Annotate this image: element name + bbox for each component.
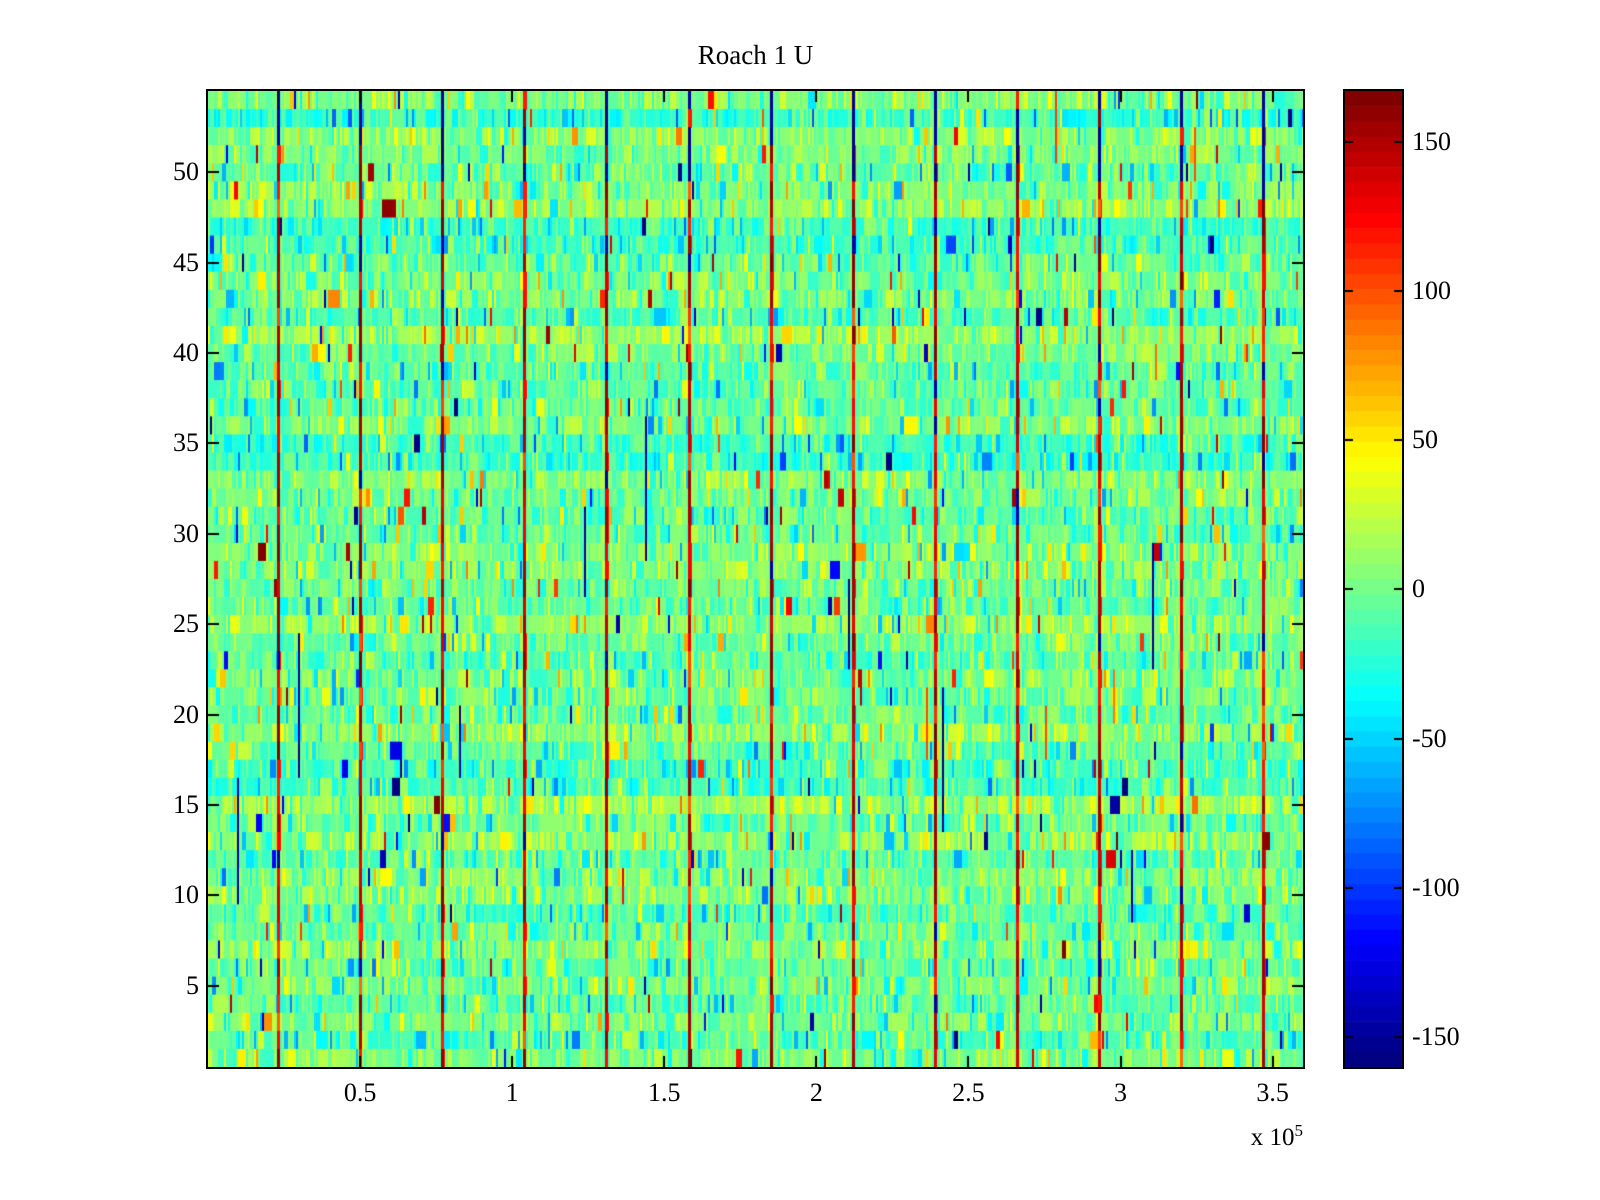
- colorbar-tick-label: 100: [1412, 275, 1451, 305]
- x-tick-label: 2.5: [952, 1078, 985, 1107]
- y-tick-label: 30: [173, 518, 199, 548]
- x-tick-label: 2: [809, 1078, 823, 1107]
- y-tick-label: 45: [173, 247, 199, 277]
- x-tick-label: 1: [505, 1078, 519, 1107]
- y-tick-label: 40: [173, 338, 199, 368]
- y-tick-label: 15: [173, 789, 199, 819]
- heatmap-plot-area: [206, 89, 1305, 1069]
- x-tick-label: 3.5: [1256, 1078, 1289, 1107]
- x-tick-label: 0.5: [343, 1078, 377, 1107]
- colorbar-canvas: [1345, 91, 1402, 1067]
- x-axis-exponent-label: x 105: [1153, 1121, 1303, 1155]
- colorbar-tick-label: 150: [1412, 126, 1451, 156]
- colorbar-tick-label: 0: [1412, 574, 1425, 604]
- colorbar-tick-label: -50: [1412, 723, 1447, 753]
- y-tick-label: 5: [186, 970, 199, 1000]
- colorbar-tick-label: -150: [1412, 1022, 1460, 1052]
- heatmap-canvas: [208, 91, 1303, 1067]
- x-exponent-prefix: x 10: [1250, 1124, 1295, 1151]
- colorbar-tick-label: 50: [1412, 425, 1438, 455]
- y-tick-label: 10: [173, 880, 199, 910]
- y-tick-label: 35: [173, 428, 199, 458]
- y-tick-label: 50: [173, 157, 199, 187]
- colorbar-tick-label: -100: [1412, 872, 1460, 902]
- x-exponent-sup: 5: [1294, 1121, 1304, 1140]
- plot-title: Roach 1 U: [697, 40, 814, 70]
- y-tick-label: 25: [173, 609, 199, 639]
- x-tick-label: 1.5: [648, 1078, 681, 1107]
- x-tick-label: 3: [1114, 1078, 1127, 1107]
- y-tick-label: 20: [173, 699, 199, 729]
- colorbar: [1343, 89, 1404, 1069]
